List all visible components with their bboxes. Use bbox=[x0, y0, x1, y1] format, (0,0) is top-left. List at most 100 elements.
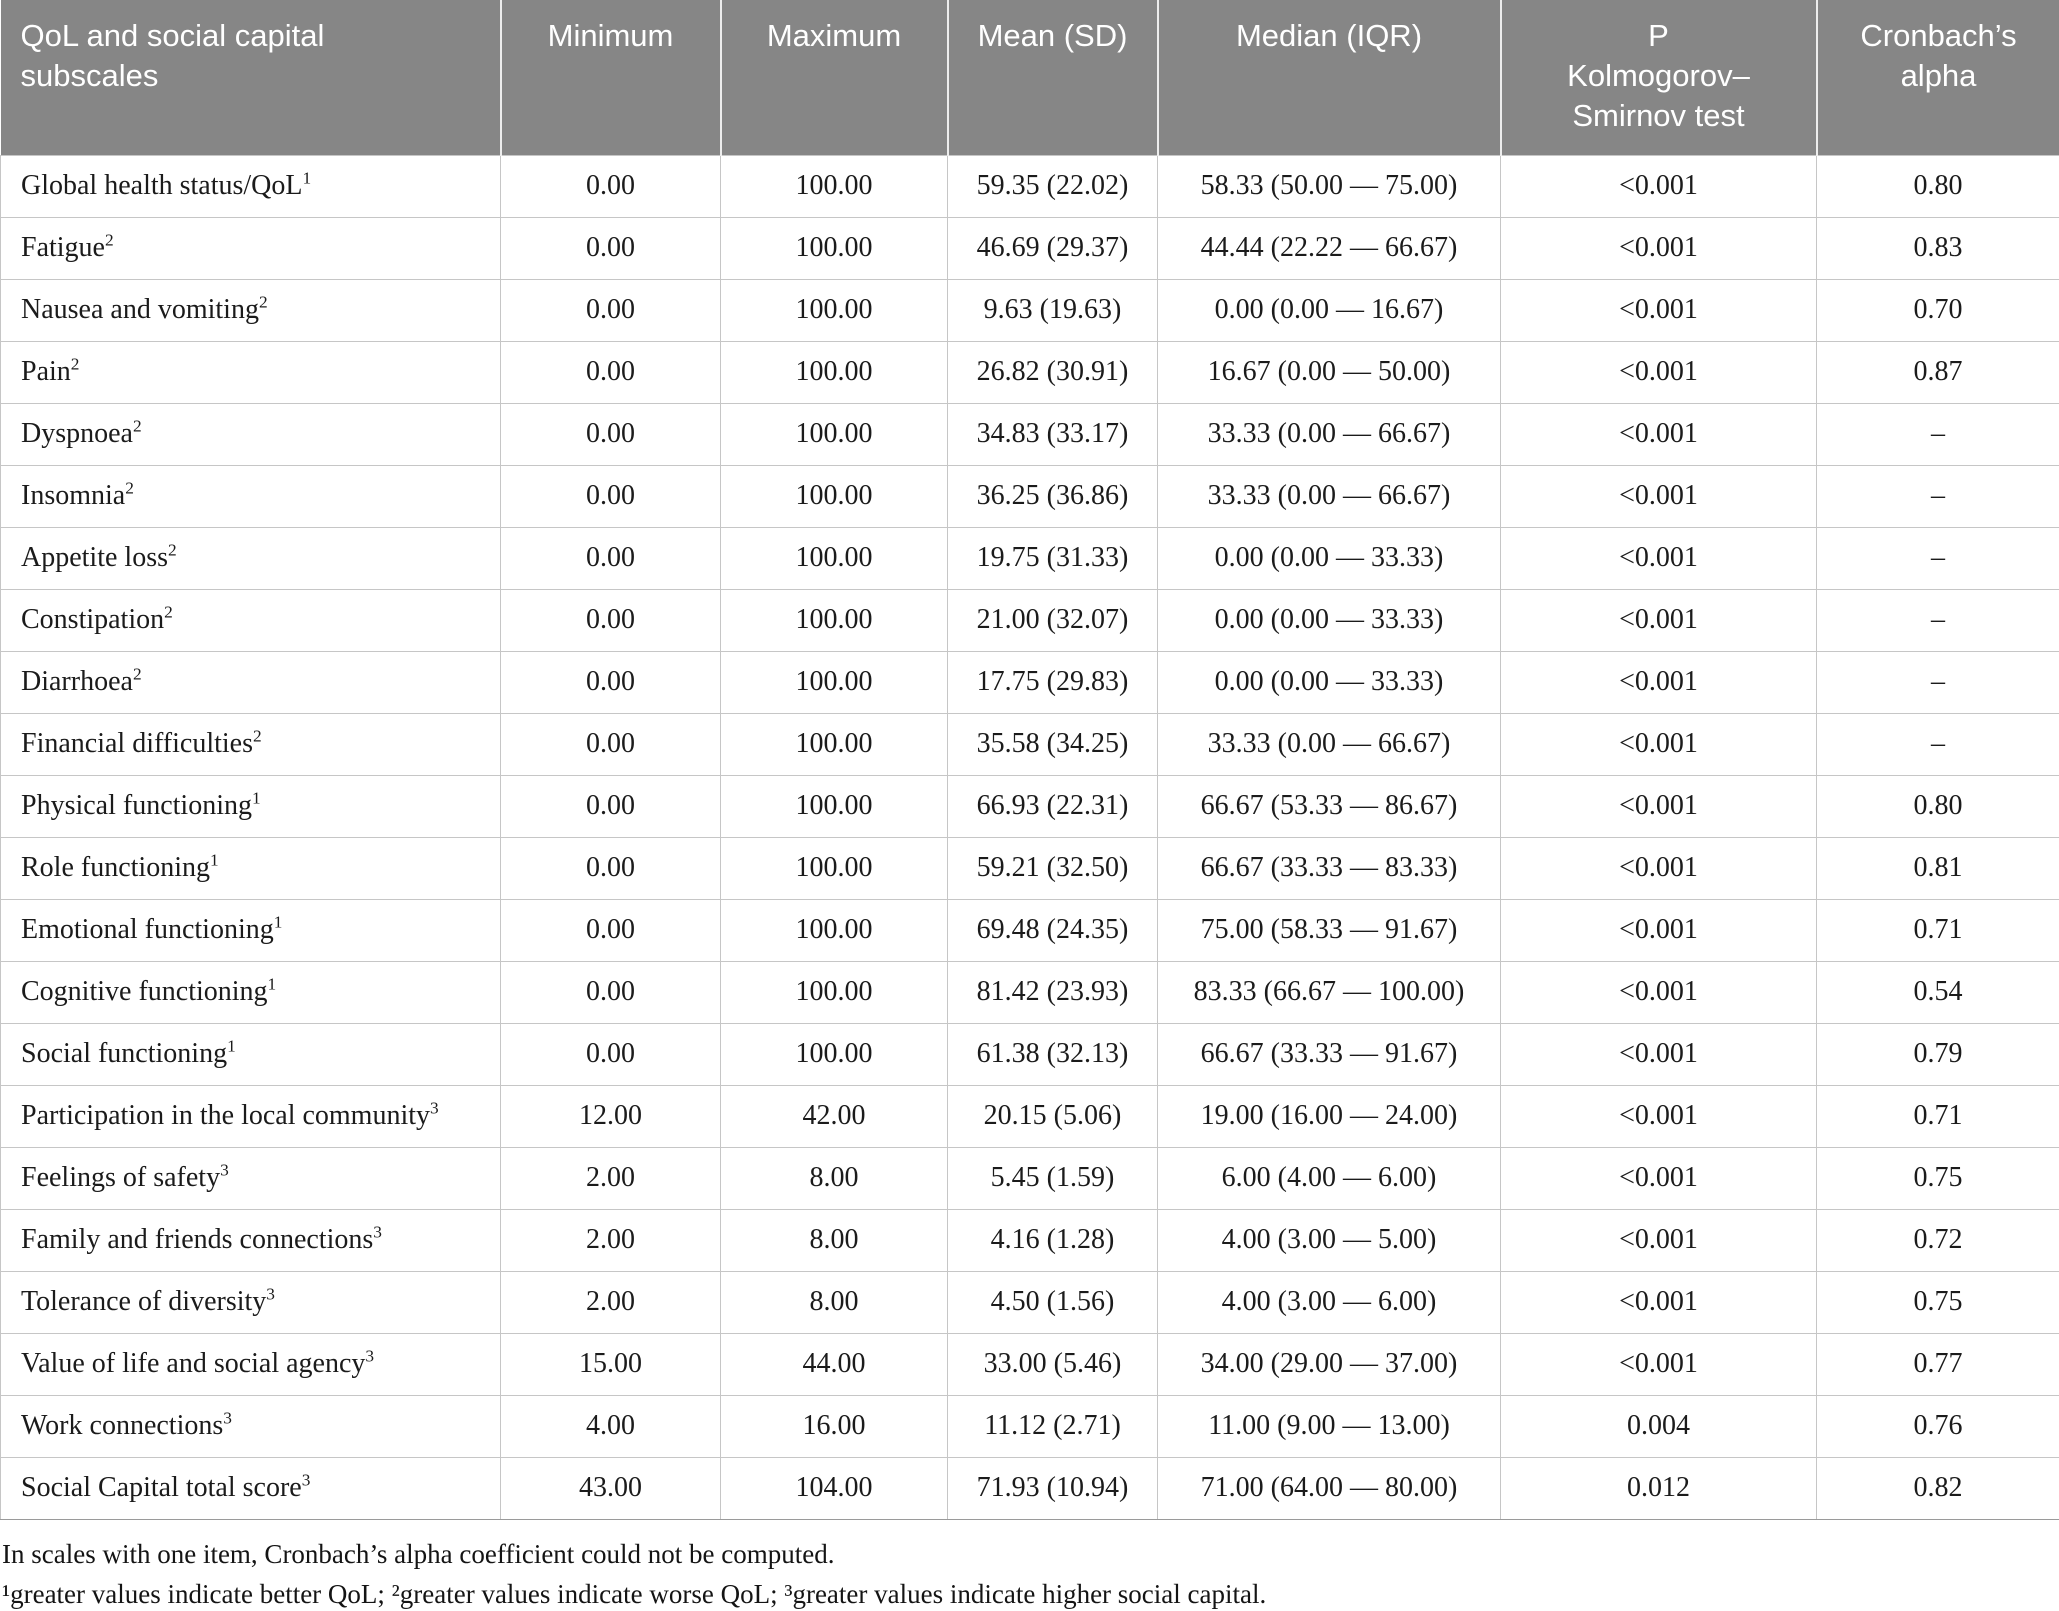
table-row: Value of life and social agency3 15.00 44.… bbox=[0, 1332, 2059, 1396]
cell-median-iqr: 44.44 (22.22 — 66.67) bbox=[1157, 216, 1501, 280]
cell-maximum: 16.00 bbox=[720, 1394, 948, 1458]
cell-mean-sd: 59.35 (22.02) bbox=[947, 154, 1158, 218]
cell-p-value: <0.001 bbox=[1500, 278, 1817, 342]
cell-subscale-label: Nausea and vomiting2 bbox=[0, 278, 501, 342]
table-row: Diarrhoea2 0.00 100.00 17.75 (29.83) 0.00 (0… bbox=[0, 650, 2059, 714]
footnote-marker: 2 bbox=[105, 230, 114, 250]
cell-median-iqr: 83.33 (66.67 — 100.00) bbox=[1157, 960, 1501, 1024]
cell-cronbach-alpha: 0.72 bbox=[1816, 1208, 2059, 1272]
table-row: Fatigue2 0.00 100.00 46.69 (29.37) 44.44 (22… bbox=[0, 216, 2059, 280]
cell-maximum: 100.00 bbox=[720, 340, 948, 404]
cell-mean-sd: 4.50 (1.56) bbox=[947, 1270, 1158, 1334]
footnote-marker: 3 bbox=[373, 1222, 382, 1242]
cell-median-iqr: 6.00 (4.00 — 6.00) bbox=[1157, 1146, 1501, 1210]
cell-cronbach-alpha: 0.83 bbox=[1816, 216, 2059, 280]
footnote-marker: 2 bbox=[164, 602, 173, 622]
footnote-marker: 3 bbox=[223, 1408, 232, 1428]
cell-maximum: 100.00 bbox=[720, 526, 948, 590]
column-header-mean-sd: Mean (SD) bbox=[946, 0, 1158, 156]
cell-subscale-label: Constipation2 bbox=[0, 588, 501, 652]
cell-mean-sd: 66.93 (22.31) bbox=[947, 774, 1158, 838]
cell-median-iqr: 33.33 (0.00 — 66.67) bbox=[1157, 712, 1501, 776]
footnote-marker: 1 bbox=[267, 974, 277, 994]
cell-cronbach-alpha: – bbox=[1816, 464, 2059, 528]
cell-subscale-label: Physical functioning1 bbox=[0, 774, 501, 838]
cell-mean-sd: 33.00 (5.46) bbox=[947, 1332, 1158, 1396]
cell-subscale-label: Insomnia2 bbox=[0, 464, 501, 528]
cell-mean-sd: 81.42 (23.93) bbox=[947, 960, 1158, 1024]
cell-median-iqr: 0.00 (0.00 — 33.33) bbox=[1157, 588, 1501, 652]
cell-cronbach-alpha: 0.70 bbox=[1816, 278, 2059, 342]
cell-median-iqr: 4.00 (3.00 — 6.00) bbox=[1157, 1270, 1501, 1334]
cell-minimum: 0.00 bbox=[500, 960, 721, 1024]
cell-p-value: <0.001 bbox=[1500, 1208, 1817, 1272]
cell-minimum: 0.00 bbox=[500, 712, 721, 776]
cell-median-iqr: 33.33 (0.00 — 66.67) bbox=[1157, 464, 1501, 528]
cell-cronbach-alpha: – bbox=[1816, 402, 2059, 466]
cell-median-iqr: 11.00 (9.00 — 13.00) bbox=[1157, 1394, 1501, 1458]
footnote-marker: 2 bbox=[252, 726, 262, 746]
footnote-marker: 3 bbox=[266, 1284, 275, 1304]
cell-p-value: <0.001 bbox=[1500, 588, 1817, 652]
cell-cronbach-alpha: – bbox=[1816, 526, 2059, 590]
cell-p-value: <0.001 bbox=[1500, 960, 1817, 1024]
cell-p-value: <0.001 bbox=[1500, 402, 1817, 466]
footnote-marker: 2 bbox=[125, 478, 134, 498]
footnote-marker: 3 bbox=[301, 1470, 311, 1490]
cell-median-iqr: 16.67 (0.00 — 50.00) bbox=[1157, 340, 1501, 404]
cell-minimum: 12.00 bbox=[500, 1084, 721, 1148]
cell-minimum: 0.00 bbox=[500, 402, 721, 466]
qol-social-capital-table: QoL and social capital subscales Minimum… bbox=[0, 0, 2059, 1520]
table-row: Role functioning1 0.00 100.00 59.21 (32.50)… bbox=[0, 836, 2059, 900]
table-row: Pain2 0.00 100.00 26.82 (30.91) 16.67 (0.00 … bbox=[0, 340, 2059, 404]
footnote-marker: 1 bbox=[251, 788, 261, 808]
cell-cronbach-alpha: – bbox=[1816, 588, 2059, 652]
cell-maximum: 104.00 bbox=[720, 1456, 948, 1520]
cell-minimum: 43.00 bbox=[500, 1456, 721, 1520]
cell-minimum: 0.00 bbox=[500, 464, 721, 528]
cell-mean-sd: 34.83 (33.17) bbox=[947, 402, 1158, 466]
cell-mean-sd: 19.75 (31.33) bbox=[947, 526, 1158, 590]
cell-cronbach-alpha: 0.80 bbox=[1816, 154, 2059, 218]
cell-maximum: 100.00 bbox=[720, 216, 948, 280]
footnote-marker: 3 bbox=[430, 1098, 439, 1118]
cell-p-value: <0.001 bbox=[1500, 898, 1817, 962]
cell-p-value: 0.004 bbox=[1500, 1394, 1817, 1458]
cell-subscale-label: Dyspnoea2 bbox=[0, 402, 501, 466]
cell-maximum: 100.00 bbox=[720, 278, 948, 342]
cell-maximum: 100.00 bbox=[720, 836, 948, 900]
cell-p-value: 0.012 bbox=[1500, 1456, 1817, 1520]
cell-cronbach-alpha: 0.75 bbox=[1816, 1270, 2059, 1334]
cell-p-value: <0.001 bbox=[1500, 526, 1817, 590]
table-row: Nausea and vomiting2 0.00 100.00 9.63 (19.6… bbox=[0, 278, 2059, 342]
cell-maximum: 100.00 bbox=[720, 712, 948, 776]
cell-p-value: <0.001 bbox=[1500, 1084, 1817, 1148]
table-footnotes: In scales with one item, Cronbach’s alph… bbox=[0, 1534, 2059, 1611]
cell-cronbach-alpha: 0.71 bbox=[1816, 898, 2059, 962]
column-header-minimum: Minimum bbox=[499, 0, 721, 156]
cell-subscale-label: Role functioning1 bbox=[0, 836, 501, 900]
table-body: Global health status/QoL1 0.00 100.00 59.35… bbox=[0, 154, 2059, 1520]
cell-cronbach-alpha: 0.82 bbox=[1816, 1456, 2059, 1520]
footnote-alpha-note: In scales with one item, Cronbach’s alph… bbox=[2, 1538, 835, 1569]
cell-minimum: 2.00 bbox=[500, 1208, 721, 1272]
cell-cronbach-alpha: 0.71 bbox=[1816, 1084, 2059, 1148]
cell-minimum: 0.00 bbox=[500, 836, 721, 900]
cell-p-value: <0.001 bbox=[1500, 836, 1817, 900]
cell-mean-sd: 5.45 (1.59) bbox=[947, 1146, 1158, 1210]
cell-cronbach-alpha: – bbox=[1816, 712, 2059, 776]
cell-cronbach-alpha: 0.76 bbox=[1816, 1394, 2059, 1458]
cell-mean-sd: 11.12 (2.71) bbox=[947, 1394, 1158, 1458]
cell-subscale-label: Emotional functioning1 bbox=[0, 898, 501, 962]
cell-mean-sd: 26.82 (30.91) bbox=[947, 340, 1158, 404]
cell-mean-sd: 69.48 (24.35) bbox=[947, 898, 1158, 962]
footnote-marker: 3 bbox=[365, 1346, 375, 1366]
cell-median-iqr: 4.00 (3.00 — 5.00) bbox=[1157, 1208, 1501, 1272]
cell-minimum: 0.00 bbox=[500, 526, 721, 590]
cell-mean-sd: 59.21 (32.50) bbox=[947, 836, 1158, 900]
cell-cronbach-alpha: 0.75 bbox=[1816, 1146, 2059, 1210]
cell-maximum: 8.00 bbox=[720, 1270, 948, 1334]
cell-minimum: 0.00 bbox=[500, 340, 721, 404]
cell-p-value: <0.001 bbox=[1500, 712, 1817, 776]
table-row: Financial difficulties2 0.00 100.00 35.58 (… bbox=[0, 712, 2059, 776]
